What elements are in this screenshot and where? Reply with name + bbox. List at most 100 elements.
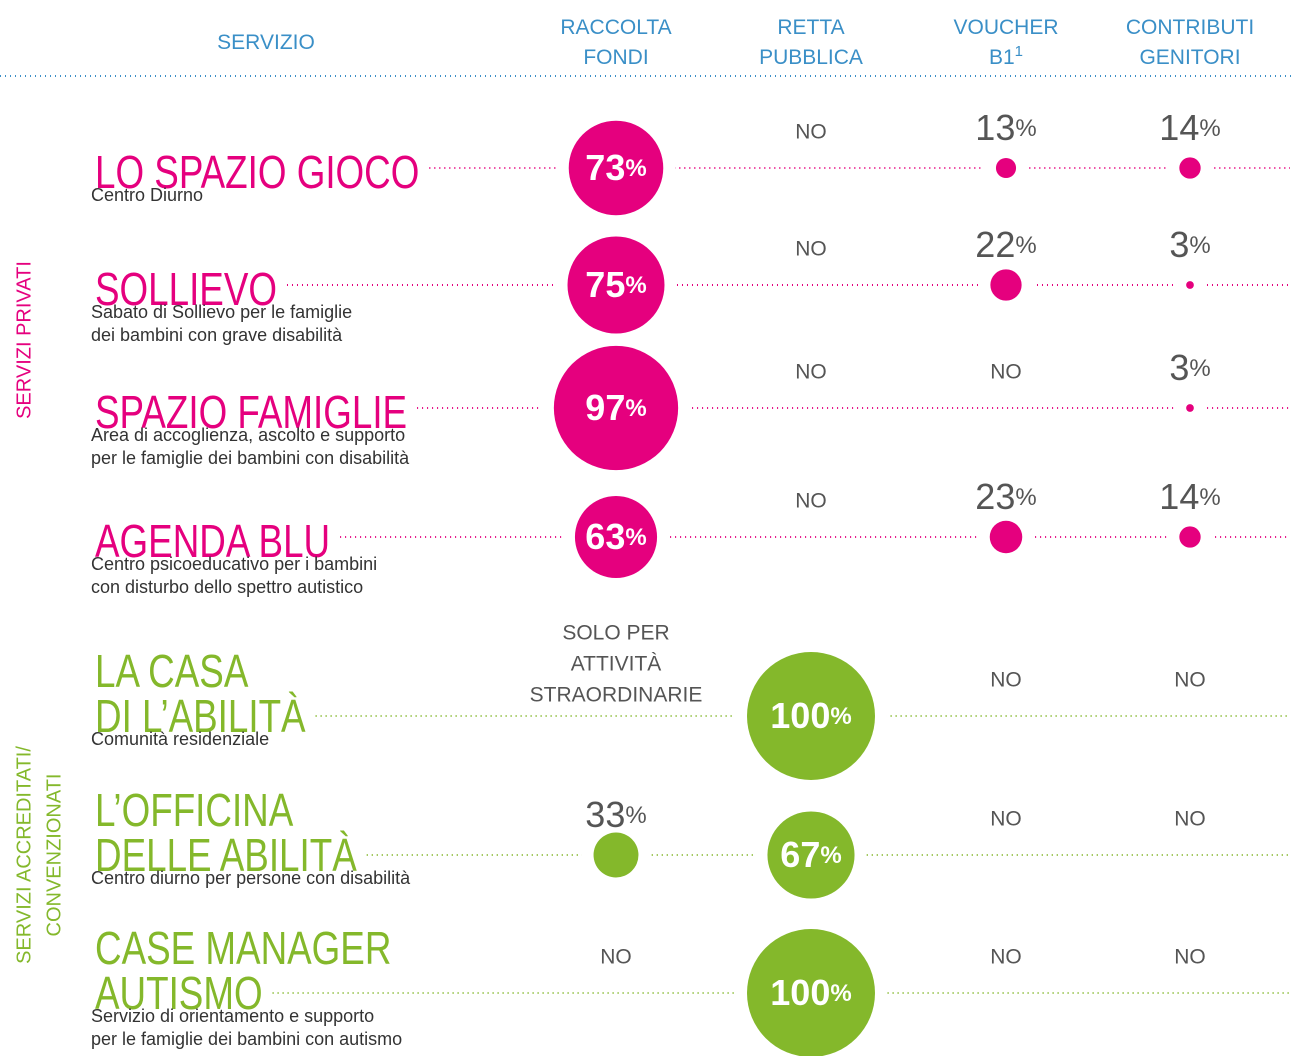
column-header-line: FONDI bbox=[583, 46, 648, 69]
column-header-line: SERVIZIO bbox=[217, 31, 315, 54]
service-description: Area di accoglienza, ascolto e supporto bbox=[91, 425, 405, 445]
percent-circle bbox=[747, 929, 875, 1056]
column-header-line: B1 bbox=[989, 46, 1015, 69]
cell-text: NO bbox=[990, 669, 1022, 692]
percent-number: 14 bbox=[1159, 107, 1199, 148]
percent-circle bbox=[567, 236, 665, 334]
cell-text: NO bbox=[795, 361, 827, 384]
percent-unit: % bbox=[625, 395, 646, 422]
percent-label: 67% bbox=[780, 834, 841, 875]
percent-circle bbox=[568, 120, 664, 216]
cell-text: NO bbox=[990, 946, 1022, 969]
service-description: per le famiglie dei bambini con autismo bbox=[91, 1029, 402, 1049]
service-description: Centro Diurno bbox=[91, 185, 203, 205]
service-name: SPAZIO FAMIGLIE bbox=[95, 386, 407, 438]
column-header: FONDI bbox=[583, 46, 648, 69]
percent-label: 75% bbox=[585, 264, 646, 305]
service-description: Servizio di orientamento e supporto bbox=[91, 1006, 374, 1026]
cell-text: NO bbox=[795, 490, 827, 513]
percent-unit: % bbox=[1015, 484, 1036, 511]
service-description: con disturbo dello spettro autistico bbox=[91, 577, 363, 597]
column-header: RACCOLTA bbox=[560, 16, 671, 39]
percent-circle bbox=[990, 269, 1022, 301]
percent-circle bbox=[747, 652, 875, 780]
cell-text: NO bbox=[600, 946, 632, 969]
column-header: B11 bbox=[989, 43, 1023, 69]
cell-text: STRAORDINARIE bbox=[530, 684, 703, 707]
row-line-layer bbox=[286, 224, 1290, 346]
percent-number: 33 bbox=[585, 794, 625, 835]
percent-label: 73% bbox=[585, 147, 646, 188]
row-line-layer bbox=[417, 333, 1290, 483]
percent-number: 14 bbox=[1159, 476, 1199, 517]
percent-label: 13% bbox=[975, 107, 1036, 148]
service-description: dei bambini con grave disabilità bbox=[91, 325, 343, 345]
column-header: CONTRIBUTI bbox=[1126, 16, 1254, 39]
percent-number: 73 bbox=[585, 147, 625, 188]
percent-number: 3 bbox=[1169, 224, 1189, 265]
group-label: CONVENZIONATI bbox=[43, 774, 65, 937]
column-header: PUBBLICA bbox=[759, 46, 863, 69]
percent-label: 14% bbox=[1159, 107, 1220, 148]
cell-text: NO bbox=[1174, 669, 1206, 692]
group-label: SERVIZI ACCREDITATI/ bbox=[13, 746, 35, 964]
percent-circle bbox=[989, 520, 1023, 554]
service-name: LO SPAZIO GIOCO bbox=[95, 146, 419, 198]
percent-circle bbox=[1186, 404, 1194, 412]
group-label: SERVIZI PRIVATI bbox=[13, 261, 35, 419]
percent-circle bbox=[767, 811, 855, 899]
percent-circle bbox=[1186, 281, 1194, 289]
footnote-mark: 1 bbox=[1015, 43, 1023, 60]
percent-label: 14% bbox=[1159, 476, 1220, 517]
cell-text: NO bbox=[1174, 808, 1206, 831]
percent-number: 63 bbox=[585, 516, 625, 557]
service-description: Sabato di Sollievo per le famiglie bbox=[91, 302, 352, 322]
percent-unit: % bbox=[625, 524, 646, 551]
service-name: DI L’ABILITÀ bbox=[95, 690, 306, 742]
percent-number: 100 bbox=[770, 695, 830, 736]
service-description: per le famiglie dei bambini con disabili… bbox=[91, 448, 410, 468]
percent-number: 23 bbox=[975, 476, 1015, 517]
column-header-line: PUBBLICA bbox=[759, 46, 863, 69]
percent-circle bbox=[553, 345, 679, 471]
percent-circle bbox=[995, 157, 1017, 179]
percent-unit: % bbox=[625, 155, 646, 182]
column-header: VOUCHER bbox=[953, 16, 1058, 39]
percent-number: 75 bbox=[585, 264, 625, 305]
cell-text: ATTIVITÀ bbox=[571, 653, 662, 676]
percent-label: 22% bbox=[975, 224, 1036, 265]
percent-circle bbox=[1179, 157, 1201, 179]
percent-unit: % bbox=[625, 272, 646, 299]
percent-label: 3% bbox=[1169, 224, 1210, 265]
percent-circle bbox=[1179, 526, 1201, 548]
column-header-line: CONTRIBUTI bbox=[1126, 16, 1254, 39]
percent-circle bbox=[593, 832, 639, 878]
percent-unit: % bbox=[830, 703, 851, 730]
percent-label: 100% bbox=[770, 972, 851, 1013]
percent-label: 100% bbox=[770, 695, 851, 736]
column-header-line: RETTA bbox=[777, 16, 844, 39]
percent-label: 97% bbox=[585, 387, 646, 428]
percent-number: 22 bbox=[975, 224, 1015, 265]
service-description: Centro diurno per persone con disabilità bbox=[91, 868, 411, 888]
percent-number: 100 bbox=[770, 972, 830, 1013]
cell-text: NO bbox=[990, 361, 1022, 384]
percent-number: 3 bbox=[1169, 347, 1189, 388]
cell-text: NO bbox=[795, 121, 827, 144]
column-header: GENITORI bbox=[1139, 46, 1240, 69]
service-name: CASE MANAGER bbox=[95, 922, 391, 974]
percent-unit: % bbox=[1199, 115, 1220, 142]
percent-label: 63% bbox=[585, 516, 646, 557]
service-name: AUTISMO bbox=[95, 967, 263, 1019]
cell-text: NO bbox=[990, 808, 1022, 831]
percent-unit: % bbox=[1015, 115, 1036, 142]
percent-label: 23% bbox=[975, 476, 1036, 517]
service-name: AGENDA BLU bbox=[95, 515, 330, 567]
percent-number: 67 bbox=[780, 834, 820, 875]
percent-unit: % bbox=[1199, 484, 1220, 511]
service-name: SOLLIEVO bbox=[95, 263, 277, 315]
cell-text: NO bbox=[1174, 946, 1206, 969]
service-description: Centro psicoeducativo per i bambini bbox=[91, 554, 377, 574]
percent-number: 97 bbox=[585, 387, 625, 428]
